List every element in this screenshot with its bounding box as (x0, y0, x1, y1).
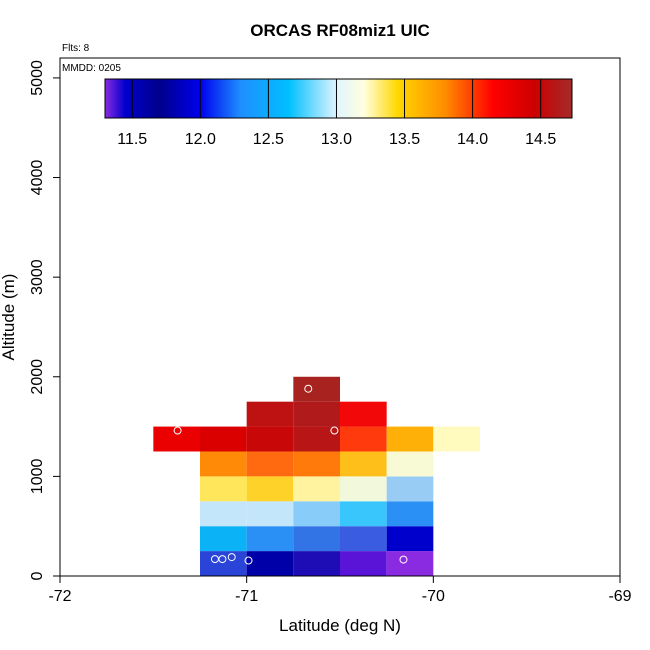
y-axis: 0 1000 2000 3000 4000 5000 (29, 60, 60, 580)
x-axis: -72 -71 -70 -69 (48, 576, 632, 605)
heatmap-cell (340, 501, 387, 527)
colorbar-tick-label: 12.5 (253, 131, 284, 148)
y-tick-label: 1000 (29, 458, 46, 494)
heatmap-cell (386, 551, 434, 576)
y-tick-label: 3000 (29, 259, 46, 295)
colorbar-tick-label: 12.0 (185, 131, 216, 148)
colorbar-tick-label: 14.0 (457, 131, 488, 148)
x-axis-title: Latitude (deg N) (279, 616, 401, 635)
data-point (244, 556, 253, 565)
heatmap-cell (293, 426, 340, 452)
heatmap-cell (246, 551, 294, 576)
heatmap-cell (386, 476, 434, 502)
data-point (173, 426, 182, 435)
heatmap-cell (340, 401, 387, 427)
y-axis-title: Altitude (m) (0, 274, 18, 361)
y-tick-label: 4000 (29, 160, 46, 196)
observation-points (173, 384, 408, 565)
plot-frame (59, 57, 621, 577)
heatmap-cell (340, 426, 387, 452)
data-point (399, 555, 408, 564)
heatmap-cells (153, 376, 480, 576)
y-tick-label: 0 (29, 571, 46, 580)
heatmap-cell (340, 451, 387, 477)
heatmap-cell (293, 501, 340, 527)
heatmap-cell (293, 401, 340, 427)
heatmap-cell (246, 476, 294, 502)
heatmap-cell (246, 401, 294, 427)
data-point (218, 555, 227, 564)
heatmap-cell (200, 501, 247, 527)
heatmap-cell (386, 426, 434, 452)
x-tick-label: -72 (48, 588, 71, 605)
colorbar-tick-label: 11.5 (117, 131, 147, 148)
x-tick-label: -70 (422, 588, 445, 605)
heatmap-cell (200, 451, 247, 477)
heatmap-cell (340, 526, 387, 552)
heatmap-cell (153, 426, 200, 452)
x-tick-label: -69 (608, 588, 631, 605)
data-point (227, 553, 236, 562)
heatmap-cell (200, 476, 247, 502)
date-label: MMDD: 0205 (62, 63, 121, 74)
heatmap-cell (293, 551, 340, 576)
data-point (304, 384, 313, 393)
heatmap-cell (340, 551, 387, 576)
colorbar-tick-label: 13.0 (321, 131, 352, 148)
colorbar-ticks: 11.5 12.0 12.5 13.0 13.5 14.0 14.5 (117, 79, 556, 148)
heatmap-cell (293, 476, 340, 502)
heatmap-cell (340, 476, 387, 502)
heatmap-cell (200, 551, 247, 576)
heatmap-cell (200, 526, 247, 552)
heatmap-cell (386, 501, 434, 527)
heatmap-cell (246, 501, 294, 527)
heatmap-cell (433, 426, 480, 452)
x-tick-label: -71 (235, 588, 258, 605)
chart-title: ORCAS RF08miz1 UIC (250, 21, 429, 40)
heatmap-cell (246, 451, 294, 477)
flights-label: Flts: 8 (62, 43, 90, 54)
heatmap-cell (386, 526, 434, 552)
colorbar (104, 78, 573, 119)
heatmap-cell (293, 376, 340, 402)
heatmap-cell (246, 426, 294, 452)
heatmap-cell (293, 451, 340, 477)
heatmap-cell (293, 526, 340, 552)
data-point (330, 426, 339, 435)
y-tick-label: 5000 (29, 60, 46, 96)
y-tick-label: 2000 (29, 359, 46, 395)
heatmap-cell (386, 451, 434, 477)
heatmap-cell (200, 426, 247, 452)
heatmap-cell (246, 526, 294, 552)
colorbar-tick-label: 13.5 (389, 131, 420, 148)
colorbar-tick-label: 14.5 (525, 131, 556, 148)
